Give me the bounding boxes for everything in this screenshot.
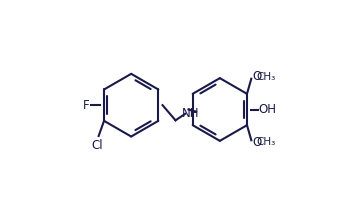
Text: OH: OH <box>259 103 277 116</box>
Text: CH₃: CH₃ <box>257 72 276 81</box>
Text: NH: NH <box>182 107 199 120</box>
Text: Cl: Cl <box>92 139 103 152</box>
Text: F: F <box>83 99 90 112</box>
Text: O: O <box>252 70 262 83</box>
Text: CH₃: CH₃ <box>257 138 276 147</box>
Text: O: O <box>252 136 262 149</box>
